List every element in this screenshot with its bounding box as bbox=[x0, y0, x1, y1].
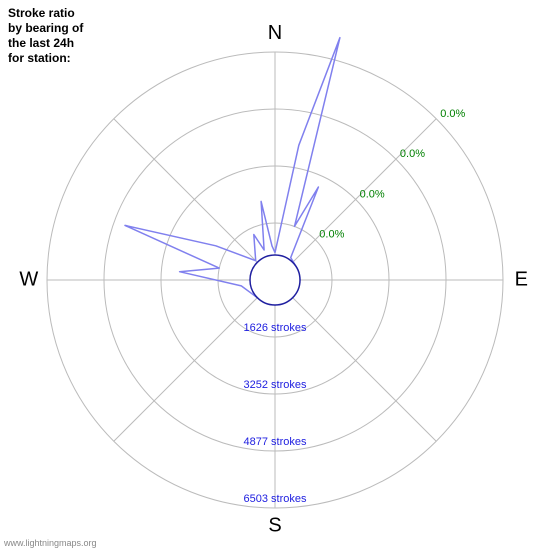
chart-container: Stroke ratio by bearing of the last 24h … bbox=[0, 0, 550, 550]
data-trace-group bbox=[125, 38, 340, 305]
polar-chart-svg: 1626 strokes 0.0% 3252 strokes 0.0% 4877 str… bbox=[0, 0, 550, 550]
cardinal-label-w: W bbox=[19, 268, 38, 290]
grid-spoke bbox=[275, 280, 436, 441]
credit-text: www.lightningmaps.org bbox=[4, 538, 97, 548]
ring-stroke-label: 4877 strokes bbox=[244, 436, 307, 448]
grid-spoke bbox=[114, 280, 275, 441]
ring-stroke-label: 3252 strokes bbox=[244, 379, 307, 391]
ring-stroke-label: 6503 strokes bbox=[244, 493, 307, 505]
ring-pct-label: 0.0% bbox=[319, 229, 344, 241]
ring-pct-label: 0.0% bbox=[400, 148, 425, 160]
cardinal-label-e: E bbox=[515, 268, 528, 290]
grid-spoke bbox=[114, 119, 275, 280]
ring-stroke-label: 1626 strokes bbox=[244, 322, 307, 334]
cardinal-label-s: S bbox=[268, 515, 281, 537]
ring-pct-label: 0.0% bbox=[360, 188, 385, 200]
ring-pct-label: 0.0% bbox=[440, 108, 465, 120]
cardinal-label-n: N bbox=[268, 22, 282, 44]
stroke-ratio-trace bbox=[125, 38, 340, 305]
center-hub bbox=[250, 255, 300, 305]
center-hub-circle bbox=[250, 255, 300, 305]
